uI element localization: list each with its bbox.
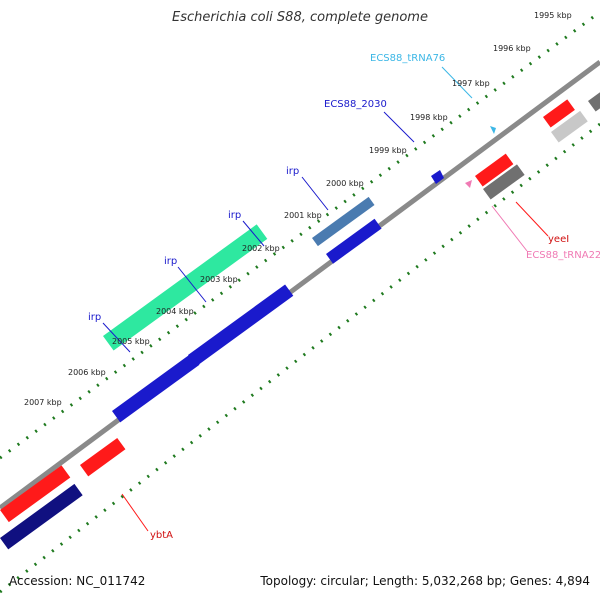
kbp-label: 2004 kbp (156, 307, 194, 316)
kbp-label: 2006 kbp (68, 368, 106, 377)
gene-marker-trna76 (490, 126, 496, 134)
leader-line-irp-2 (242, 220, 265, 247)
outer-tick-ring (0, 10, 600, 460)
leader-line-ybta (121, 493, 149, 532)
accession-text: Accession: NC_011742 (9, 574, 146, 588)
gene-arrow-red-left-2 (80, 437, 126, 477)
kbp-label: 2000 kbp (326, 179, 364, 188)
kbp-label: 2001 kbp (284, 211, 322, 220)
gene-label-yeel: yeeI (548, 234, 569, 245)
leader-line-irp-4 (102, 322, 131, 353)
leader-line-irp-3 (177, 266, 207, 303)
gene-arrow-irp-blue-1 (112, 353, 200, 423)
gene-label-irp: irp (164, 256, 177, 267)
inner-tick-ring (0, 122, 600, 594)
kbp-label: 1999 kbp (369, 146, 407, 155)
gene-arrow-lightgray (551, 110, 588, 143)
gene-arrow-irp-mint (103, 224, 268, 351)
gene-label-trna76: ECS88_tRNA76 (370, 53, 445, 64)
kbp-label: 1996 kbp (493, 44, 531, 53)
kbp-label: 2003 kbp (200, 275, 238, 284)
gene-arrow-darkgray-2 (588, 89, 600, 112)
gene-arrow-red-yeel (475, 153, 514, 187)
kbp-label: 1995 kbp (534, 11, 572, 20)
gene-arrow-darkgray-1 (482, 164, 525, 200)
gene-arrow-irp-blue-2 (188, 284, 294, 367)
genome-title: Escherichia coli S88, complete genome (172, 10, 428, 25)
gene-label-ecs88-2030: ECS88_2030 (324, 99, 387, 110)
kbp-label: 2007 kbp (24, 398, 62, 407)
leader-line-ecs88-2030 (383, 111, 415, 143)
gene-arrow-red-left-1 (0, 465, 71, 523)
gene-arrow-irp-steel (312, 196, 375, 247)
gene-marker-trna22 (465, 180, 472, 188)
leader-line-irp-1 (301, 176, 329, 211)
genome-summary-text: Topology: circular; Length: 5,032,268 bp… (260, 574, 590, 588)
gene-label-irp: irp (88, 312, 101, 323)
gene-label-ybta: ybtA (150, 530, 173, 541)
kbp-label: 1997 kbp (452, 79, 490, 88)
gene-label-trna22: ECS88_tRNA22 (526, 250, 600, 261)
kbp-label: 2002 kbp (242, 244, 280, 253)
kbp-label: 1998 kbp (410, 113, 448, 122)
leader-line-trna76 (441, 66, 473, 99)
gene-arrow-navy (0, 483, 83, 550)
gene-label-irp: irp (286, 166, 299, 177)
gene-marker-ecs88-2030 (431, 170, 444, 184)
gene-arrow-irp-blue-3 (325, 218, 382, 264)
genome-backbone (0, 59, 600, 511)
kbp-label: 2005 kbp (112, 337, 150, 346)
leader-line-trna22 (491, 205, 528, 252)
gene-label-irp: irp (228, 210, 241, 221)
gene-arrow-red-right (543, 99, 575, 128)
leader-line-yeel (515, 201, 549, 237)
